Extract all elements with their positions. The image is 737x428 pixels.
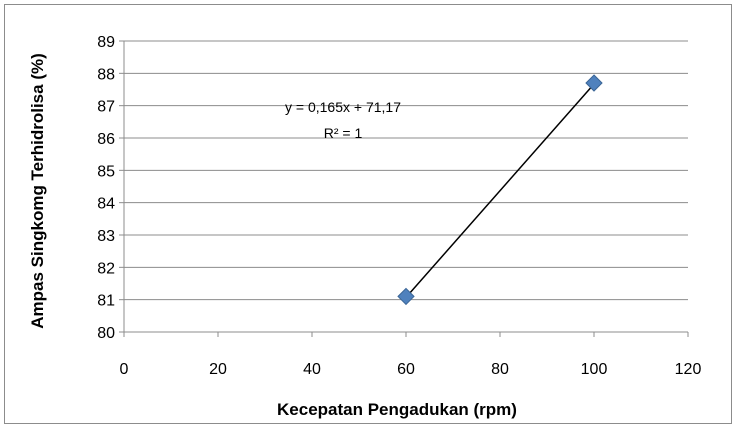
- x-axis-title: Kecepatan Pengadukan (rpm): [277, 400, 517, 419]
- data-points: [397, 74, 603, 306]
- scatter-chart: 80 81 82 83 84 85 86 87 88 89 0 20 40 60 80 100 120 y =…: [28, 34, 702, 419]
- x-tick-label: 0: [120, 361, 129, 378]
- y-tick-label: 86: [97, 131, 115, 148]
- x-tick-labels: 0 20 40 60 80 100 120: [120, 361, 702, 378]
- x-tick-label: 120: [675, 361, 702, 378]
- axes: [119, 40, 689, 337]
- x-tick-label: 100: [581, 361, 608, 378]
- y-tick-label: 83: [97, 228, 115, 245]
- data-point: [397, 287, 415, 306]
- trendline-layer: [405, 83, 595, 298]
- y-tick-label: 89: [97, 34, 115, 51]
- x-tick-label: 40: [303, 361, 321, 378]
- y-tick-label: 82: [97, 260, 115, 277]
- y-tick-label: 87: [97, 99, 115, 116]
- trendline-equation: y = 0,165x + 71,17: [285, 99, 401, 115]
- r-squared-label: R² = 1: [324, 125, 363, 141]
- y-tick-label: 84: [97, 196, 115, 213]
- chart-frame: 80 81 82 83 84 85 86 87 88 89 0 20 40 60 80 100 120 y =…: [4, 4, 732, 424]
- y-axis-title: Ampas Singkomg Terhidrolisa (%): [28, 53, 47, 329]
- y-tick-label: 85: [97, 163, 115, 180]
- r-squared-text: R² = 1: [324, 125, 363, 141]
- y-tick-labels: 80 81 82 83 84 85 86 87 88 89: [97, 34, 115, 342]
- gridlines: [124, 40, 688, 301]
- data-point: [585, 74, 603, 92]
- y-tick-label: 80: [97, 325, 115, 342]
- x-tick-label: 60: [397, 361, 415, 378]
- linear-trendline: [405, 83, 595, 298]
- y-tick-label: 88: [97, 66, 115, 83]
- x-tick-label: 20: [209, 361, 227, 378]
- x-tick-label: 80: [491, 361, 509, 378]
- y-tick-label: 81: [97, 293, 115, 310]
